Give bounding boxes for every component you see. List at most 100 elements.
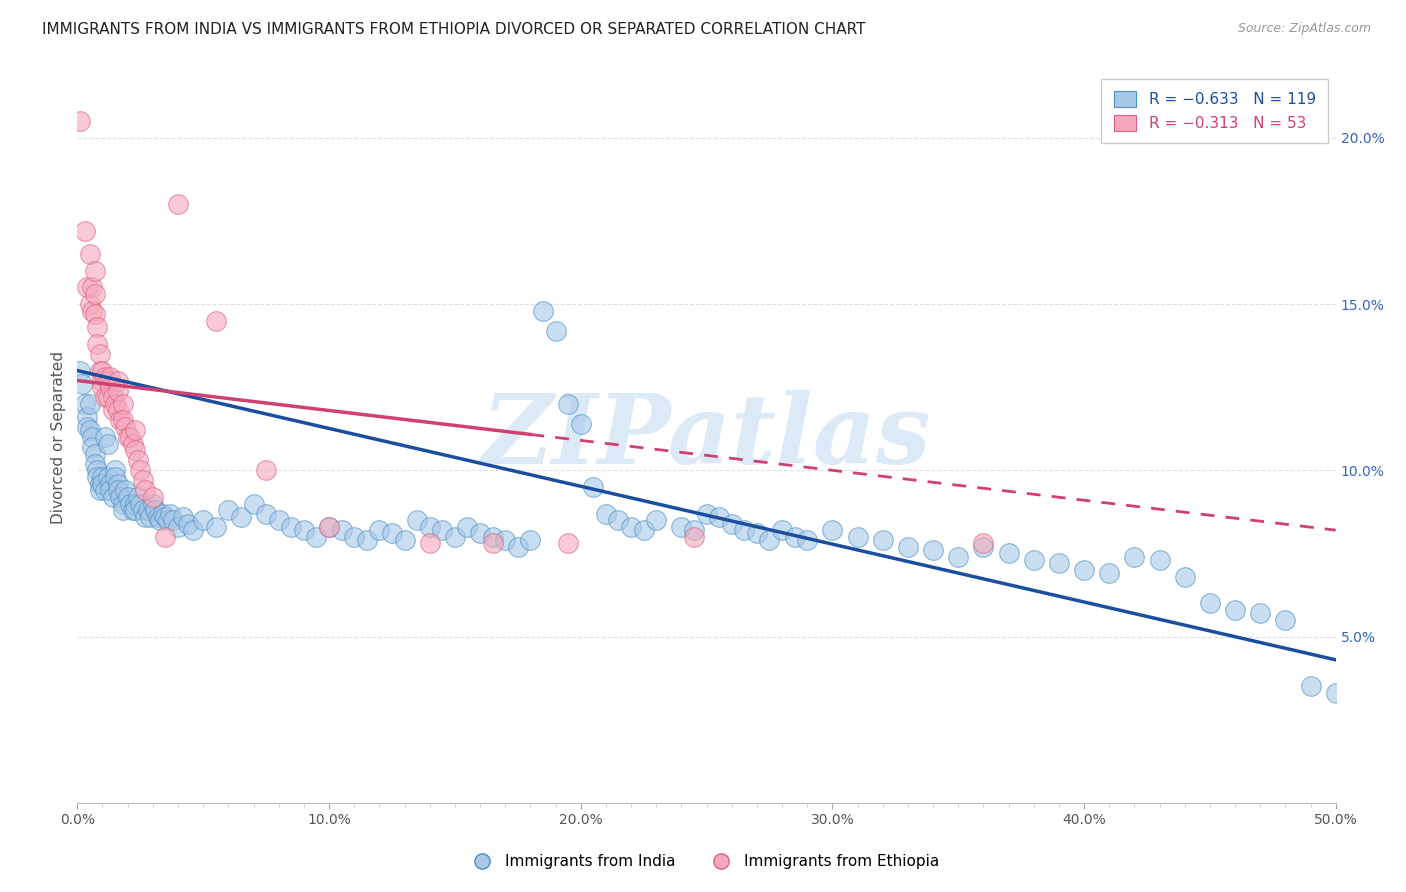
Point xyxy=(76,280,98,294)
Point xyxy=(107,476,129,491)
Point xyxy=(82,280,104,294)
Point xyxy=(96,436,118,450)
Point xyxy=(155,509,177,524)
Point xyxy=(783,530,806,544)
Point xyxy=(633,523,655,537)
Point xyxy=(620,520,643,534)
Point xyxy=(181,523,204,537)
Point xyxy=(91,374,114,388)
Point xyxy=(1274,613,1296,627)
Point xyxy=(129,497,152,511)
Point xyxy=(134,483,156,498)
Point xyxy=(318,520,340,534)
Point xyxy=(796,533,818,548)
Point xyxy=(111,413,134,427)
Point xyxy=(94,430,117,444)
Point xyxy=(96,390,118,404)
Point xyxy=(330,523,353,537)
Point xyxy=(127,453,149,467)
Point xyxy=(394,533,416,548)
Point xyxy=(720,516,742,531)
Point xyxy=(139,509,162,524)
Point xyxy=(305,530,328,544)
Point xyxy=(343,530,366,544)
Point xyxy=(120,430,142,444)
Point xyxy=(1299,680,1322,694)
Point xyxy=(1123,549,1146,564)
Point xyxy=(770,523,793,537)
Point xyxy=(419,536,441,550)
Point xyxy=(406,513,429,527)
Point xyxy=(84,287,107,301)
Point xyxy=(1199,596,1222,610)
Point xyxy=(177,516,200,531)
Point xyxy=(142,497,165,511)
Point xyxy=(134,509,156,524)
Point xyxy=(121,436,143,450)
Point xyxy=(972,540,994,554)
Point xyxy=(167,520,190,534)
Point xyxy=(922,543,945,558)
Point xyxy=(897,540,920,554)
Point xyxy=(456,520,478,534)
Point xyxy=(242,497,264,511)
Point xyxy=(69,363,91,377)
Point xyxy=(152,507,174,521)
Point xyxy=(683,523,706,537)
Point xyxy=(481,536,503,550)
Point xyxy=(318,520,340,534)
Point xyxy=(89,347,111,361)
Point xyxy=(172,509,194,524)
Text: ZIPatlas: ZIPatlas xyxy=(482,390,931,484)
Point xyxy=(127,490,149,504)
Point xyxy=(124,443,146,458)
Point xyxy=(159,507,181,521)
Point xyxy=(696,507,718,521)
Text: Source: ZipAtlas.com: Source: ZipAtlas.com xyxy=(1237,22,1371,36)
Point xyxy=(94,370,117,384)
Point xyxy=(132,503,155,517)
Point xyxy=(444,530,467,544)
Point xyxy=(98,370,121,384)
Point xyxy=(136,503,159,517)
Point xyxy=(84,264,107,278)
Point xyxy=(419,520,441,534)
Point xyxy=(506,540,529,554)
Point xyxy=(557,536,579,550)
Point xyxy=(114,420,136,434)
Point xyxy=(94,483,117,498)
Point xyxy=(72,376,94,391)
Point xyxy=(494,533,516,548)
Point xyxy=(191,513,215,527)
Point xyxy=(129,463,152,477)
Point xyxy=(132,473,155,487)
Point xyxy=(111,503,134,517)
Point xyxy=(519,533,541,548)
Point xyxy=(745,526,768,541)
Point xyxy=(79,397,101,411)
Point xyxy=(111,397,134,411)
Point xyxy=(98,483,121,498)
Point xyxy=(948,549,970,564)
Point xyxy=(1324,686,1347,700)
Point xyxy=(84,307,107,321)
Point xyxy=(381,526,404,541)
Point xyxy=(107,403,129,417)
Point xyxy=(91,470,114,484)
Y-axis label: Divorced or Separated: Divorced or Separated xyxy=(51,351,66,524)
Legend: R = −0.633   N = 119, R = −0.313   N = 53: R = −0.633 N = 119, R = −0.313 N = 53 xyxy=(1101,79,1329,143)
Point xyxy=(91,380,114,394)
Point xyxy=(1223,603,1246,617)
Point xyxy=(89,483,111,498)
Point xyxy=(569,417,592,431)
Point xyxy=(671,520,693,534)
Point xyxy=(872,533,894,548)
Point xyxy=(124,424,146,438)
Point xyxy=(69,114,91,128)
Point xyxy=(76,420,98,434)
Point xyxy=(162,513,184,527)
Point xyxy=(104,470,127,484)
Point xyxy=(86,320,108,334)
Point xyxy=(997,546,1019,560)
Point xyxy=(846,530,869,544)
